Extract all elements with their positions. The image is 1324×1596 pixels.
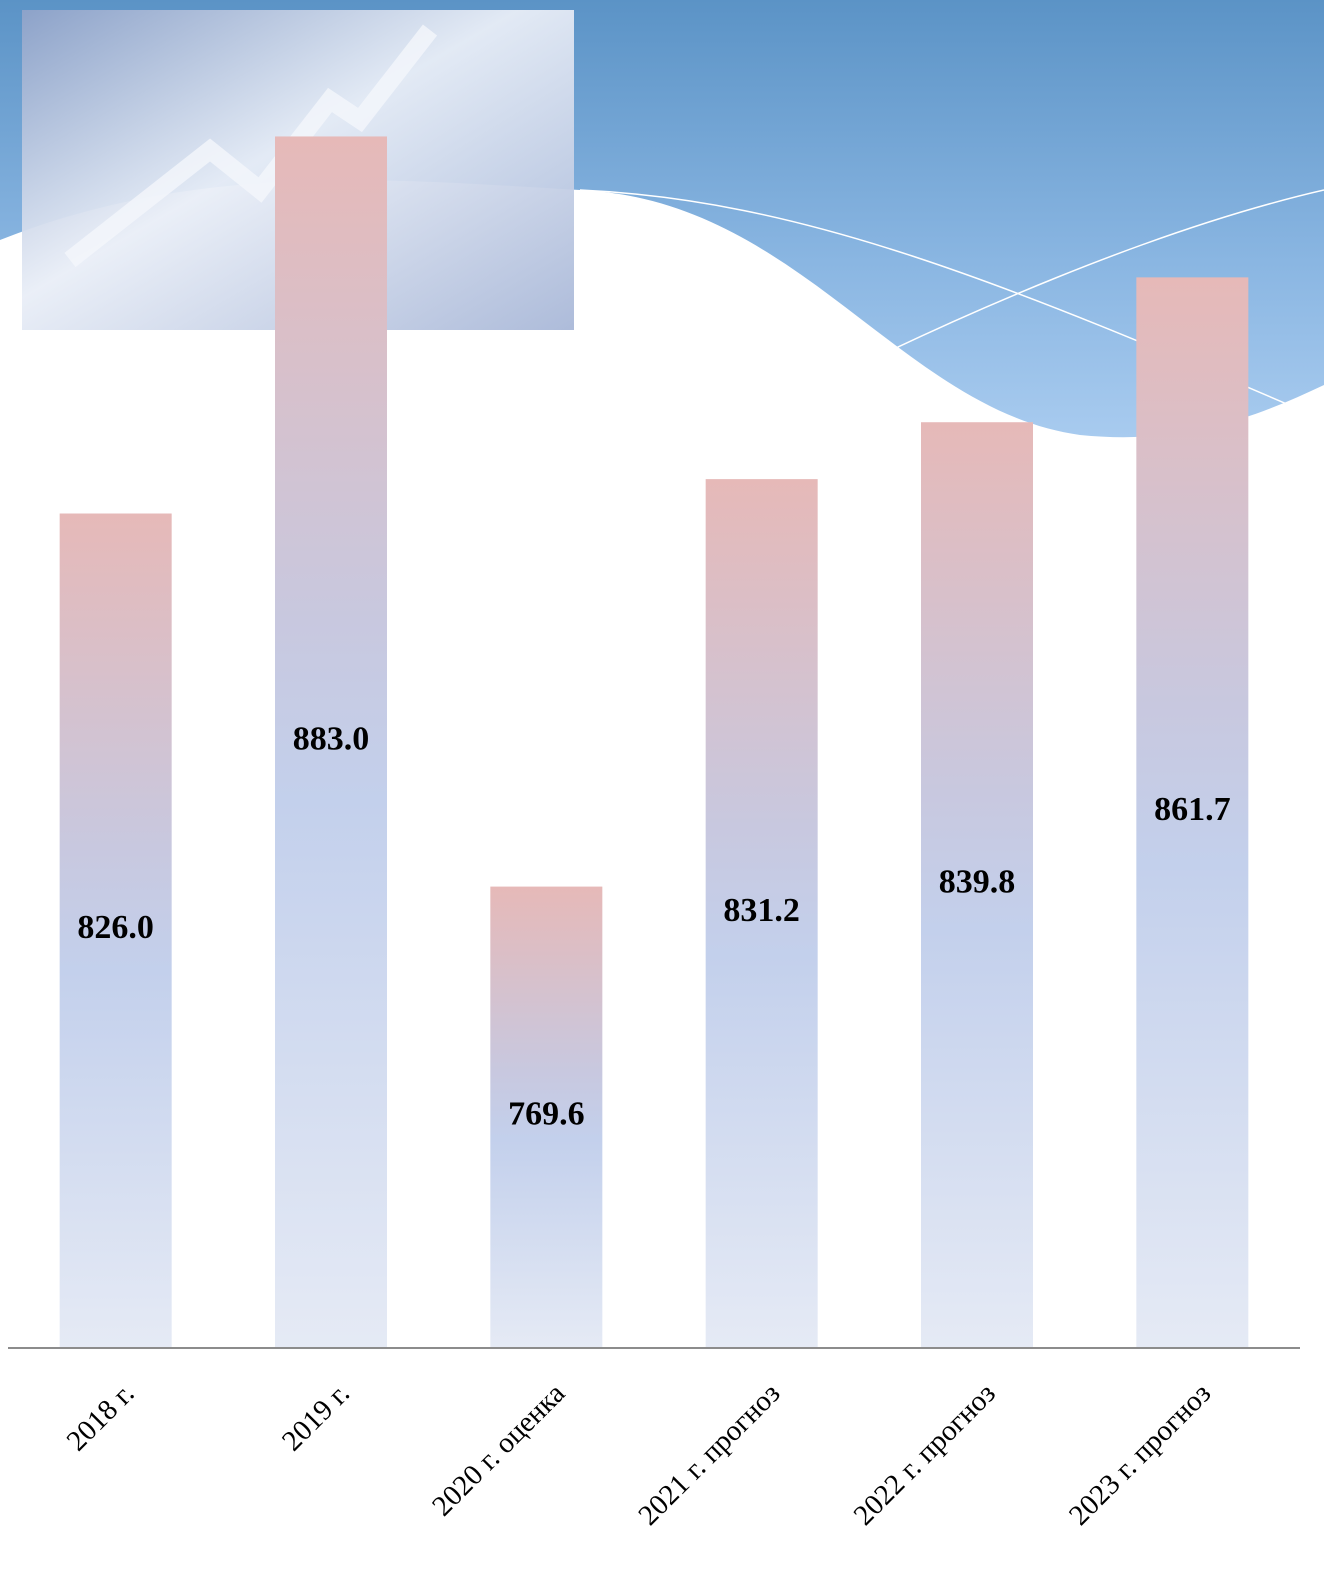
x-tick-label: 2019 г. [276,1377,356,1457]
x-tick-label: 2022 г. прогноз [848,1377,1002,1531]
value-label: 769.6 [508,1096,585,1133]
x-tick-label: 2023 г. прогноз [1063,1377,1217,1531]
x-tick-label: 2021 г. прогноз [632,1377,786,1531]
bar [275,136,387,1348]
bar [1136,277,1249,1347]
value-label: 839.8 [939,863,1016,900]
bar [921,422,1033,1347]
bar [490,886,603,1347]
value-label: 831.2 [723,892,800,929]
bar [59,513,172,1347]
x-tick-label: 2018 г. [61,1377,141,1457]
decor-line [829,189,1324,381]
value-label: 861.7 [1154,791,1231,828]
bar [705,479,818,1347]
value-label: 826.0 [77,909,154,946]
value-label: 883.0 [293,721,370,758]
x-tick-label: 2020 г. оценка [426,1377,571,1522]
